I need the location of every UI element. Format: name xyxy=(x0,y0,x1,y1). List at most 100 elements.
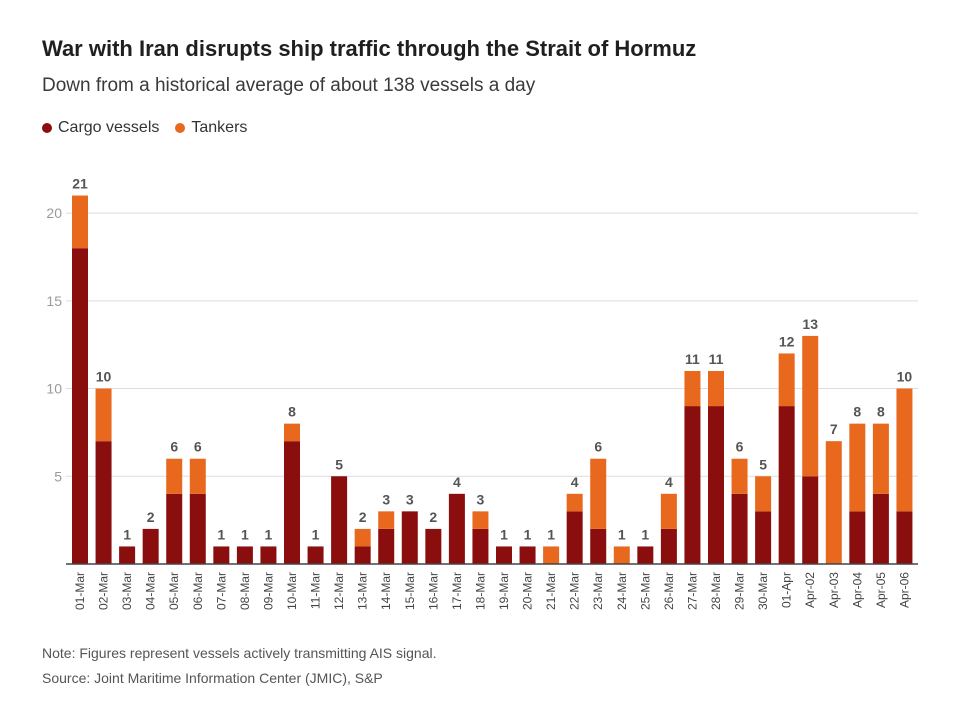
total-label-29-Mar: 6 xyxy=(736,439,744,455)
total-label-11-Mar: 1 xyxy=(312,526,320,542)
bar-cargo-17-Mar xyxy=(448,493,465,564)
bar-cargo-14-Mar xyxy=(378,528,395,564)
total-label-20-Mar: 1 xyxy=(524,526,532,542)
chart-legend: Cargo vessels Tankers xyxy=(42,119,263,137)
bar-cargo-04-Mar xyxy=(142,528,159,564)
bar-cargo-22-Mar xyxy=(566,511,583,564)
total-label-09-Mar: 1 xyxy=(265,526,273,542)
x-tick-label: Apr-06 xyxy=(897,572,911,608)
bar-cargo-Apr-05 xyxy=(872,493,889,564)
bar-tankers-Apr-05 xyxy=(872,423,889,494)
bar-tankers-21-Mar xyxy=(543,546,560,564)
chart-note: Note: Figures represent vessels actively… xyxy=(42,645,437,661)
total-label-18-Mar: 3 xyxy=(477,491,485,507)
y-tick-label: 10 xyxy=(46,381,62,397)
x-tick-label: 17-Mar xyxy=(450,572,464,610)
bar-cargo-02-Mar xyxy=(95,441,112,564)
bar-cargo-09-Mar xyxy=(260,546,277,564)
bar-cargo-25-Mar xyxy=(637,546,654,564)
bar-cargo-26-Mar xyxy=(660,528,677,564)
x-tick-label: Apr-05 xyxy=(874,572,888,608)
total-label-16-Mar: 2 xyxy=(429,509,437,525)
legend-item-tankers: Tankers xyxy=(175,119,247,137)
bar-tankers-28-Mar xyxy=(708,371,724,407)
x-tick-label: 28-Mar xyxy=(709,572,723,610)
bar-tankers-14-Mar xyxy=(378,511,395,529)
x-tick-label: 13-Mar xyxy=(356,572,370,610)
x-tick-label: 14-Mar xyxy=(379,572,393,610)
bar-cargo-Apr-04 xyxy=(849,511,866,564)
bar-cargo-12-Mar xyxy=(331,476,348,564)
x-tick-label: 15-Mar xyxy=(403,572,417,610)
total-label-12-Mar: 5 xyxy=(335,456,343,472)
bar-tankers-27-Mar xyxy=(684,371,701,407)
total-label-30-Mar: 5 xyxy=(759,456,767,472)
bar-cargo-Apr-06 xyxy=(896,511,913,564)
x-tick-label: 06-Mar xyxy=(191,572,205,610)
bar-tankers-Apr-04 xyxy=(849,423,866,512)
chart-subtitle: Down from a historical average of about … xyxy=(42,75,536,96)
bar-cargo-11-Mar xyxy=(307,546,324,564)
total-label-04-Mar: 2 xyxy=(147,509,155,525)
total-label-22-Mar: 4 xyxy=(571,474,579,490)
total-label-15-Mar: 3 xyxy=(406,491,414,507)
x-tick-label: 12-Mar xyxy=(332,572,346,610)
y-tick-label: 15 xyxy=(46,293,62,309)
total-label-07-Mar: 1 xyxy=(217,526,225,542)
x-tick-label: 03-Mar xyxy=(120,572,134,610)
total-label-27-Mar: 11 xyxy=(685,351,700,367)
x-tick-label: Apr-02 xyxy=(803,572,817,608)
total-label-08-Mar: 1 xyxy=(241,526,249,542)
total-label-25-Mar: 1 xyxy=(641,526,649,542)
x-tick-label: Apr-04 xyxy=(850,572,864,608)
x-tick-label: 24-Mar xyxy=(615,572,629,610)
total-label-03-Mar: 1 xyxy=(123,526,131,542)
total-label-14-Mar: 3 xyxy=(382,491,390,507)
bar-tankers-10-Mar xyxy=(284,423,300,442)
x-tick-label: Apr-03 xyxy=(827,572,841,608)
bar-cargo-30-Mar xyxy=(755,511,772,564)
x-tick-label: 10-Mar xyxy=(285,572,299,610)
total-label-19-Mar: 1 xyxy=(500,526,508,542)
total-label-Apr-02: 13 xyxy=(802,316,818,332)
bar-cargo-06-Mar xyxy=(189,493,206,564)
bar-cargo-18-Mar xyxy=(472,528,489,564)
bar-cargo-13-Mar xyxy=(354,546,371,564)
legend-item-cargo: Cargo vessels xyxy=(42,119,159,137)
bar-tankers-24-Mar xyxy=(613,546,630,564)
chart-title: War with Iran disrupts ship traffic thro… xyxy=(42,36,697,61)
bar-cargo-01-Apr xyxy=(778,406,795,564)
x-tick-label: 22-Mar xyxy=(568,572,582,610)
bar-tankers-18-Mar xyxy=(472,511,489,529)
total-label-17-Mar: 4 xyxy=(453,474,461,490)
total-label-26-Mar: 4 xyxy=(665,474,673,490)
bar-cargo-03-Mar xyxy=(119,546,136,564)
total-label-Apr-06: 10 xyxy=(897,369,913,385)
bar-cargo-07-Mar xyxy=(213,546,230,564)
bar-cargo-29-Mar xyxy=(731,493,748,564)
bar-cargo-05-Mar xyxy=(166,493,183,564)
x-tick-label: 18-Mar xyxy=(473,572,487,610)
total-label-21-Mar: 1 xyxy=(547,526,555,542)
bar-tankers-02-Mar xyxy=(95,388,112,442)
total-label-Apr-05: 8 xyxy=(877,404,885,420)
total-label-Apr-03: 7 xyxy=(830,421,838,437)
x-tick-label: 11-Mar xyxy=(309,572,323,609)
x-tick-label: 09-Mar xyxy=(261,572,275,610)
x-tick-label: 26-Mar xyxy=(662,572,676,610)
bar-tankers-26-Mar xyxy=(660,493,677,529)
x-tick-label: 25-Mar xyxy=(638,572,652,610)
bar-tankers-13-Mar xyxy=(354,528,371,547)
x-tick-label: 30-Mar xyxy=(756,572,770,610)
bar-cargo-16-Mar xyxy=(425,528,442,564)
x-tick-label: 01-Apr xyxy=(780,572,794,608)
legend-swatch-tankers xyxy=(175,123,186,133)
bar-tankers-Apr-02 xyxy=(802,335,819,477)
bar-cargo-19-Mar xyxy=(496,546,512,564)
x-tick-label: 02-Mar xyxy=(97,572,111,610)
bar-tankers-01-Mar xyxy=(72,195,88,249)
bar-cargo-10-Mar xyxy=(284,441,300,564)
bar-cargo-28-Mar xyxy=(708,406,724,564)
bar-cargo-23-Mar xyxy=(590,528,607,564)
